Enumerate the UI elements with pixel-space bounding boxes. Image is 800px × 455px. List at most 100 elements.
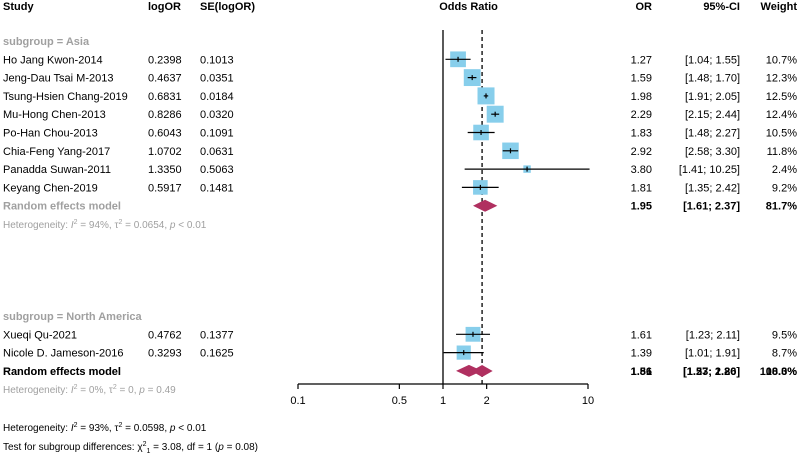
tau-sup: 2 <box>113 384 117 391</box>
subgroup-model-label: Random effects model <box>3 201 121 213</box>
subgroup-heterogeneity: Heterogeneity: I2 = 94%, τ2 = 0.0654, p … <box>3 219 207 231</box>
x-axis-tick-label: 0.1 <box>290 395 305 407</box>
i2-sup: 2 <box>74 384 78 391</box>
tau-sup: 2 <box>118 422 122 429</box>
study-name: Nicole D. Jameson-2016 <box>3 348 123 360</box>
study-weight: 10.5% <box>766 128 797 140</box>
study-weight: 2.4% <box>772 164 797 176</box>
study-weight: 8.7% <box>772 348 797 360</box>
subgroup-pooled-or: 1.51 <box>631 366 652 378</box>
i2-value: = 93%, <box>78 423 115 434</box>
i2-sup: 2 <box>74 219 78 226</box>
study-logor: 1.3350 <box>148 164 182 176</box>
x-axis-tick-label: 10 <box>582 395 594 407</box>
p-symbol: p <box>217 442 224 453</box>
x-axis-tick-label: 0.5 <box>392 395 407 407</box>
study-logor: 0.3293 <box>148 348 182 360</box>
het-prefix: Heterogeneity: <box>3 385 71 396</box>
study-weight: 10.7% <box>766 54 797 66</box>
subgroup-pooled-weight: 18.3% <box>766 366 797 378</box>
subgroup-differences-test: Test for subgroup differences: χ21 = 3.0… <box>3 441 258 455</box>
header-ci: 95%-CI <box>703 1 740 13</box>
i2-symbol: I <box>71 423 74 434</box>
study-se: 0.1091 <box>200 128 234 140</box>
study-or: 1.27 <box>631 54 652 66</box>
study-se: 0.1625 <box>200 348 234 360</box>
tau-symbol: τ <box>114 220 118 231</box>
p-value: < 0.01 <box>175 220 206 231</box>
study-logor: 0.5917 <box>148 182 182 194</box>
overall-heterogeneity: Heterogeneity: I2 = 93%, τ2 = 0.0598, p … <box>3 422 207 434</box>
study-ci: [2.58; 3.30] <box>685 146 740 158</box>
study-weight: 9.5% <box>772 329 797 341</box>
study-weight: 12.5% <box>766 91 797 103</box>
tau-sup: 2 <box>118 219 122 226</box>
study-se: 0.5063 <box>200 164 234 176</box>
x-axis-tick-label: 1 <box>440 395 446 407</box>
study-weight: 12.4% <box>766 109 797 121</box>
study-logor: 0.2398 <box>148 54 182 66</box>
chi-value: = 3.08, df = 1 ( <box>150 442 218 453</box>
study-or: 1.39 <box>631 348 652 360</box>
study-ci: [1.23; 2.11] <box>686 329 740 341</box>
overall-diamond <box>471 365 493 377</box>
subgroup-label: subgroup = North America <box>3 311 143 323</box>
i2-value: = 94%, <box>78 220 115 231</box>
p-symbol: p <box>138 385 145 396</box>
p-symbol: p <box>169 423 176 434</box>
study-name: Tsung-Hsien Chang-2019 <box>3 91 128 103</box>
p-symbol: p <box>169 220 176 231</box>
study-name: Panadda Suwan-2011 <box>3 164 111 176</box>
study-or: 1.59 <box>631 73 652 85</box>
study-or: 1.81 <box>631 182 652 194</box>
study-or: 3.80 <box>631 164 652 176</box>
i2-sup: 2 <box>74 422 78 429</box>
header-study: Study <box>3 1 34 13</box>
header-logor: logOR <box>148 1 181 13</box>
study-se: 0.1481 <box>200 182 234 194</box>
subgroup-pooled-weight: 81.7% <box>766 201 797 213</box>
subgroup-heterogeneity: Heterogeneity: I2 = 0%, τ2 = 0, p = 0.49 <box>3 384 176 396</box>
subgroup-pooled-or: 1.95 <box>631 201 652 213</box>
p-value: = 0.08) <box>224 442 258 453</box>
study-ci: [1.48; 1.70] <box>685 73 740 85</box>
study-logor: 0.4762 <box>148 329 182 341</box>
overall-ci: [1.57; 2.20] <box>683 366 740 378</box>
tau-value: = 0, <box>117 385 140 396</box>
study-or: 1.61 <box>631 329 652 341</box>
header-weight: Weight <box>761 1 798 13</box>
i2-symbol: I <box>71 220 74 231</box>
study-or: 2.92 <box>631 146 652 158</box>
p-value: < 0.01 <box>175 423 206 434</box>
chi-sub: 1 <box>147 448 151 455</box>
study-name: Mu-Hong Chen-2013 <box>3 109 106 121</box>
study-or: 1.83 <box>631 128 652 140</box>
i2-value: = 0%, <box>78 385 109 396</box>
subgroup-model-label: Random effects model <box>3 366 121 378</box>
i2-symbol: I <box>71 385 74 396</box>
study-ci: [2.15; 2.44] <box>685 109 740 121</box>
study-logor: 0.8286 <box>148 109 182 121</box>
study-se: 0.0351 <box>200 73 234 85</box>
study-se: 0.1013 <box>200 54 234 66</box>
study-ci: [1.35; 2.42] <box>685 182 740 194</box>
study-se: 0.0184 <box>200 91 234 103</box>
subgroup-pooled-ci: [1.61; 2.37] <box>683 201 740 213</box>
het-prefix: Heterogeneity: <box>3 220 71 231</box>
study-ci: [1.91; 2.05] <box>685 91 740 103</box>
tau-value: = 0.0598, <box>122 423 170 434</box>
study-logor: 0.6043 <box>148 128 182 140</box>
study-name: Po-Han Chou-2013 <box>3 128 98 140</box>
study-name: Ho Jang Kwon-2014 <box>3 54 103 66</box>
study-name: Chia-Feng Yang-2017 <box>3 146 110 158</box>
header-odds-ratio: Odds Ratio <box>439 1 498 13</box>
subgroup-label: subgroup = Asia <box>3 36 90 48</box>
study-logor: 1.0702 <box>148 146 182 158</box>
p-value: = 0.49 <box>145 385 176 396</box>
overall-or: 1.86 <box>631 366 652 378</box>
subgroup-pooled-ci: [1.23; 1.86] <box>683 366 740 378</box>
study-se: 0.0320 <box>200 109 234 121</box>
study-weight: 9.2% <box>772 182 797 194</box>
header-se: SE(logOR) <box>200 1 255 13</box>
